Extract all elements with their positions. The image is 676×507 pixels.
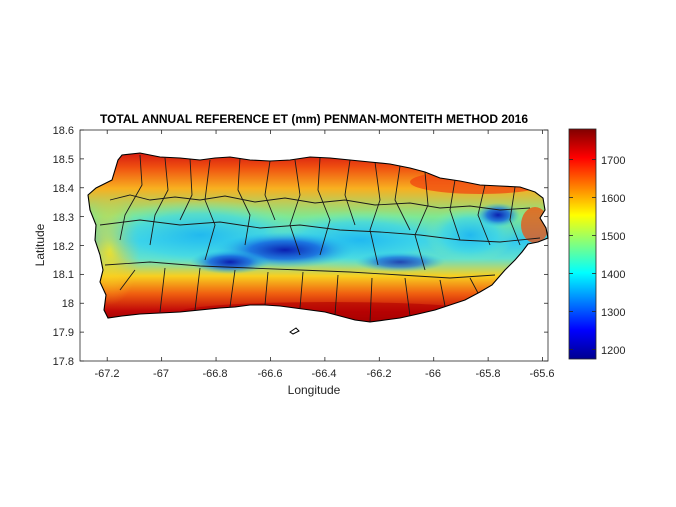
- y-tick-labels: 17.8 17.9 18 18.1 18.2 18.3 18.4 18.5 18…: [53, 125, 74, 368]
- colorbar-gradient: [568, 128, 597, 360]
- small-island: [289, 327, 300, 335]
- x-tick-label: -65.6: [529, 368, 554, 380]
- x-tick-marks: [106, 130, 543, 361]
- x-tick-label: -67: [153, 368, 169, 380]
- colorbar-tick-label: 1600: [601, 193, 625, 205]
- colorbar-tick-label: 1300: [601, 307, 625, 319]
- x-tick-label: -66.2: [366, 368, 391, 380]
- x-tick-label: -66.6: [257, 368, 282, 380]
- x-tick-label: -66: [425, 368, 441, 380]
- colorbar-tick-marks: [569, 159, 596, 350]
- colorbar-tick-label: 1500: [601, 231, 625, 243]
- y-tick-label: 18.3: [53, 212, 74, 224]
- x-tick-label: -65.8: [475, 368, 500, 380]
- y-tick-label: 18: [62, 298, 74, 310]
- y-tick-label: 17.9: [53, 327, 74, 339]
- y-tick-label: 18.2: [53, 241, 74, 253]
- x-tick-label: -67.2: [94, 368, 119, 380]
- y-axis-label: Latitude: [33, 223, 47, 266]
- municipality-boundaries: [99, 154, 541, 322]
- chart-title: TOTAL ANNUAL REFERENCE ET (mm) PENMAN-MO…: [100, 112, 528, 126]
- y-tick-marks: [80, 129, 548, 362]
- x-tick-label: -66.4: [311, 368, 336, 380]
- colorbar-tick-label: 1200: [601, 345, 625, 357]
- x-tick-labels: -67.2 -67 -66.8 -66.6 -66.4 -66.2 -66 -6…: [94, 368, 554, 380]
- colorbar: 1200 1300 1400 1500 1600 1700: [568, 128, 625, 360]
- y-tick-label: 18.6: [53, 125, 74, 137]
- y-tick-label: 18.5: [53, 154, 74, 166]
- y-tick-label: 18.4: [53, 183, 74, 195]
- y-tick-label: 17.8: [53, 356, 74, 368]
- colorbar-tick-label: 1400: [601, 269, 625, 281]
- x-tick-label: -66.8: [202, 368, 227, 380]
- y-tick-label: 18.1: [53, 269, 74, 281]
- x-axis-label: Longitude: [288, 383, 341, 397]
- colorbar-tick-label: 1700: [601, 155, 625, 167]
